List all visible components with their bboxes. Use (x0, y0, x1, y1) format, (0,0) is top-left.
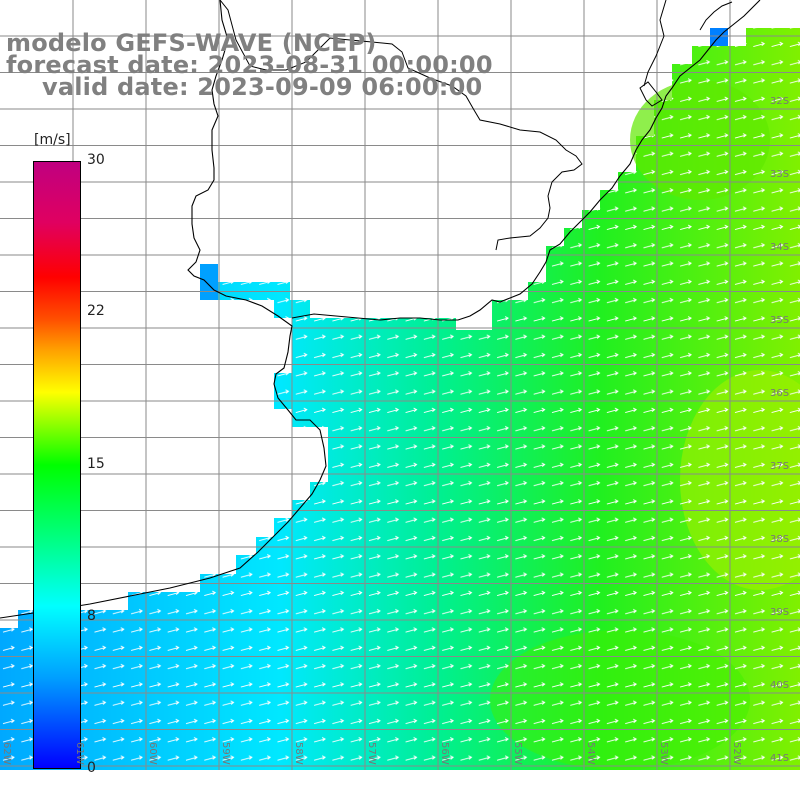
colorbar-tick: 0 (87, 760, 96, 776)
north-coast (643, 0, 667, 87)
colorbar (33, 161, 81, 769)
valid-date: valid date: 2023-09-09 06:00:00 (42, 73, 483, 101)
longitude-label: 62W (1, 742, 12, 765)
latitude-label: 32S (770, 96, 790, 107)
longitude-label: 58W (293, 742, 304, 765)
river-outline (699, 1, 733, 31)
map-title: modelo GEFS-WAVE (NCEP) (6, 29, 377, 57)
latitude-label: 41S (770, 753, 790, 764)
latitude-label: 33S (770, 169, 790, 180)
latitude-label: 35S (770, 315, 790, 326)
colorbar-unit: [m/s] (34, 132, 71, 148)
latitude-label: 38S (770, 534, 790, 545)
forecast-date: forecast date: 2023-08-31 00:00:00 (6, 51, 493, 79)
latitude-label: 39S (770, 607, 790, 618)
longitude-label: 54W (585, 742, 596, 765)
longitude-label: 61W (74, 742, 85, 765)
latitude-label: 40S (770, 680, 790, 691)
longitude-label: 55W (512, 742, 523, 765)
longitude-label: 53W (658, 742, 669, 765)
latitude-label: 37S (770, 461, 790, 472)
longitude-label: 59W (220, 742, 231, 765)
longitude-label: 56W (439, 742, 450, 765)
wind-cell-blue (200, 264, 218, 300)
colorbar-tick: 15 (87, 456, 105, 472)
latitude-label: 36S (770, 388, 790, 399)
coastline (0, 0, 327, 619)
lat-lon-grid (0, 0, 800, 770)
longitude-label: 60W (147, 742, 158, 765)
colorbar-tick: 30 (87, 152, 105, 168)
colorbar-tick: 8 (87, 608, 96, 624)
uruguay-coast (291, 0, 761, 321)
interior-border (219, 0, 583, 251)
lagoon-outline (639, 81, 663, 107)
latitude-label: 34S (770, 242, 790, 253)
longitude-label: 57W (366, 742, 377, 765)
longitude-label: 52W (731, 742, 742, 765)
wind-arrows (0, 28, 800, 770)
colorbar-tick: 22 (87, 303, 105, 319)
